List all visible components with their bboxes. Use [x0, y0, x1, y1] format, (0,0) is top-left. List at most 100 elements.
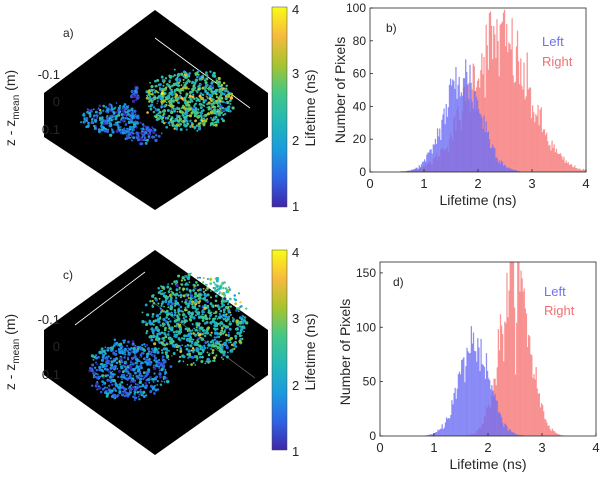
histogram-bar-right [554, 432, 557, 436]
scatter-point [133, 392, 136, 396]
scatter-point [110, 128, 113, 130]
scatter-point [174, 95, 178, 99]
scatter-point [103, 367, 107, 371]
scatter-point [199, 297, 202, 300]
histogram-bar-right [573, 167, 575, 172]
histogram-bar-left [500, 160, 502, 172]
scatter-point [197, 307, 199, 310]
histogram-bar-left [443, 108, 445, 172]
scatter-point [222, 81, 226, 85]
scatter-point [206, 304, 210, 308]
scatter-point [120, 113, 124, 117]
scatter-point [129, 136, 131, 139]
scatter-point [192, 93, 195, 96]
scatter-point [162, 364, 166, 368]
scatter-point [218, 340, 221, 343]
scatter-point [180, 279, 183, 282]
histogram-bar-left [431, 153, 433, 172]
scatter-point [212, 317, 215, 321]
scatter-point [98, 130, 101, 134]
histogram-bar-left [509, 429, 511, 436]
scatter-point [182, 355, 186, 359]
scatter-point [98, 350, 102, 355]
scatter-point [115, 129, 119, 134]
scatter-point [141, 344, 144, 347]
scatter-point [228, 341, 230, 344]
scatter-panel-a: a) -0.1 0 0.1 z - zmean (m) [2, 10, 268, 210]
scatter-point [185, 112, 189, 115]
scatter-point [150, 100, 154, 104]
scatter-point [101, 380, 104, 383]
scatter-point [198, 293, 202, 297]
scatter-point [226, 303, 230, 306]
histogram-bar-right [508, 290, 510, 436]
scatter-point [227, 286, 230, 289]
scatter-point [212, 98, 215, 101]
scatter-point [92, 376, 95, 379]
scatter-point [132, 346, 136, 351]
scatter-point [110, 360, 114, 364]
scatter-point [164, 300, 168, 304]
scatter-point [157, 363, 161, 366]
histogram-bar-right [574, 165, 576, 172]
histogram-bar-left [427, 435, 429, 436]
histogram-bar-left [492, 144, 494, 172]
scatter-point [160, 331, 164, 334]
scatter-point [135, 136, 139, 140]
scatter-point [236, 327, 239, 330]
histogram-bar-left [432, 433, 435, 436]
histogram-bar-left [443, 427, 445, 436]
histogram-bar-left [476, 100, 479, 172]
scatter-point [189, 291, 192, 294]
scatter-point [191, 342, 193, 345]
scatter-point [133, 356, 136, 359]
scatter-point [136, 386, 139, 389]
scatter-point [142, 371, 146, 375]
histogram-bar-right [536, 388, 538, 436]
histogram-bar-right [513, 307, 516, 436]
scatter-point [150, 351, 153, 354]
scatter-point [182, 71, 185, 73]
scatter-point [174, 125, 177, 128]
histogram-bar-left [468, 353, 470, 436]
scatter-point [195, 99, 198, 102]
scatter-point [191, 87, 195, 92]
scatter-point [199, 92, 203, 95]
scatter-a-tick-label: 0.1 [42, 122, 60, 137]
histogram-bar-right [498, 76, 500, 172]
histogram-bar-left [496, 157, 498, 172]
scatter-point [215, 102, 218, 105]
scatter-point [187, 78, 190, 81]
scatter-point [216, 318, 219, 320]
histogram-bar-right [538, 393, 541, 436]
scatter-point [142, 348, 146, 352]
scatter-point [182, 106, 186, 110]
scatter-point [115, 365, 117, 367]
scatter-point [183, 319, 187, 323]
scatter-point [193, 327, 196, 330]
scatter-point [210, 99, 214, 103]
scatter-point [128, 131, 132, 134]
scatter-point [170, 301, 174, 306]
scatter-point [179, 350, 183, 353]
scatter-point [112, 351, 116, 355]
scatter-point [143, 376, 146, 379]
scatter-point [110, 119, 113, 122]
scatter-point [241, 314, 244, 317]
scatter-point [197, 114, 201, 119]
scatter-point [213, 121, 216, 124]
scatter-point [104, 127, 107, 131]
scatter-point [86, 108, 89, 111]
scatter-point [111, 370, 114, 373]
scatter-point [125, 374, 128, 377]
scatter-point [209, 84, 212, 88]
scatter-point [104, 374, 108, 378]
scatter-point [183, 334, 187, 338]
scatter-point [213, 287, 217, 290]
scatter-point [209, 296, 213, 299]
scatter-point [224, 112, 227, 115]
scatter-point [108, 119, 111, 122]
scatter-point [160, 106, 163, 109]
scatter-point [106, 389, 108, 392]
scatter-point [191, 323, 194, 326]
